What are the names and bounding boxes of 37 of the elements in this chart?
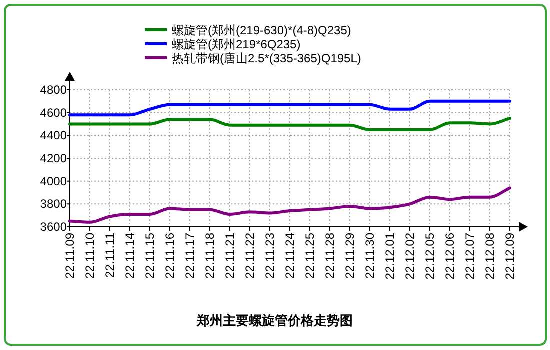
y-tick-label: 4800 xyxy=(40,83,68,97)
x-tick-label: 22.12.06 xyxy=(443,232,457,280)
line-series xyxy=(68,117,512,132)
y-tick-label: 3800 xyxy=(40,197,68,212)
legend-label: 螺旋管(郑州219*6Q235) xyxy=(172,38,301,52)
x-tick-label: 22.11.17 xyxy=(183,232,197,279)
x-tick-label: 22.12.07 xyxy=(463,232,477,280)
legend-label: 热轧带钢(唐山2.5*(335-365)Q195L) xyxy=(172,52,362,66)
x-tick-label: 22.11.24 xyxy=(283,232,297,279)
x-tick-label: 22.11.10 xyxy=(83,232,97,279)
x-tick-label: 22.11.28 xyxy=(323,232,337,279)
x-tick-label: 22.12.08 xyxy=(483,232,497,280)
x-tick-label: 22.12.05 xyxy=(423,232,437,280)
y-tick-label: 4400 xyxy=(40,128,68,143)
x-tick-label: 22.11.30 xyxy=(363,232,377,279)
text: 郑州主要螺旋管价格走势图 xyxy=(196,313,353,328)
line-series xyxy=(68,100,512,117)
x-tick-label: 22.11.16 xyxy=(163,232,177,279)
x-tick-label: 22.11.15 xyxy=(143,232,157,279)
y-tick-label: 4000 xyxy=(40,174,68,188)
x-tick-label: 22.11.22 xyxy=(243,232,257,279)
x-tick-label: 22.11.23 xyxy=(263,232,277,279)
y-tick-label: 4200 xyxy=(40,152,68,166)
x-tick-label: 22.12.01 xyxy=(383,232,397,280)
x-tick-label: 22.11.14 xyxy=(123,232,137,279)
x-tick-label: 22.11.18 xyxy=(203,232,217,279)
x-tick-label: 22.12.09 xyxy=(503,232,517,280)
legend-label: 螺旋管(郑州(219-630)*(4-8)Q235) xyxy=(172,24,352,38)
x-tick-label: 22.11.21 xyxy=(223,232,237,279)
x-tick-label: 22.11.25 xyxy=(303,232,317,279)
y-tick-label: 4600 xyxy=(40,106,68,120)
x-tick-label: 22.11.11 xyxy=(103,232,117,278)
x-tick-label: 22.12.02 xyxy=(403,232,417,280)
line-series xyxy=(68,186,512,224)
y-tick-label: 3600 xyxy=(40,220,68,234)
x-tick-label: 22.11.29 xyxy=(343,232,357,279)
x-tick-label: 22.11.09 xyxy=(63,232,77,279)
